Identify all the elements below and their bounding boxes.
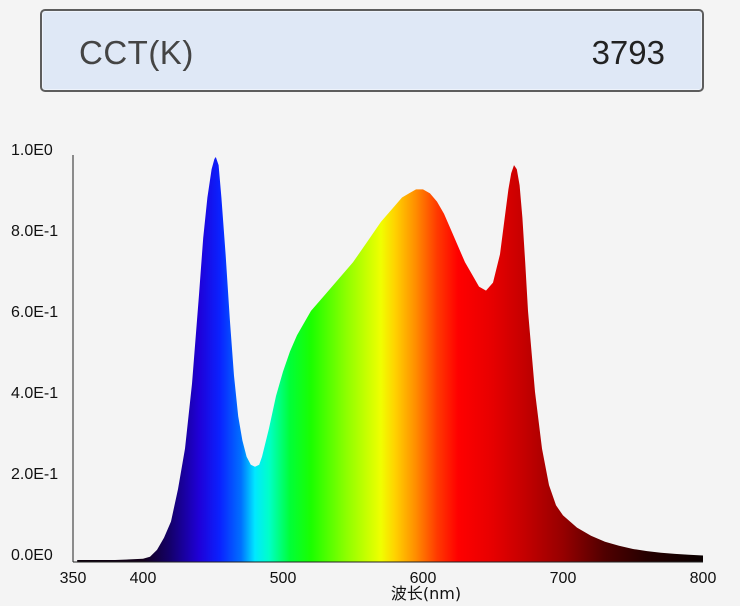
tick-labels: 0.0E0 2.0E-1 4.0E-1 6.0E-1 8.0E-1 1.0E0 350 400… bbox=[11, 142, 716, 587]
x-tick-label: 700 bbox=[550, 570, 577, 587]
cct-value: 3793 bbox=[591, 34, 665, 71]
y-tick-label: 0.0E0 bbox=[11, 547, 53, 564]
x-tick-label: 800 bbox=[690, 570, 717, 587]
x-tick-label: 350 bbox=[60, 570, 87, 587]
x-tick-label: 600 bbox=[410, 570, 437, 587]
y-tick-label: 1.0E0 bbox=[11, 142, 53, 159]
y-tick-label: 2.0E-1 bbox=[11, 466, 58, 483]
plot-area bbox=[77, 157, 703, 562]
spectrum-area bbox=[77, 157, 703, 562]
x-axis-title: 波长(nm) bbox=[391, 584, 461, 603]
y-tick-label: 6.0E-1 bbox=[11, 304, 58, 321]
x-tick-label: 400 bbox=[130, 570, 157, 587]
cct-panel: CCT(K) 3793 bbox=[40, 9, 704, 92]
y-tick-label: 4.0E-1 bbox=[11, 385, 58, 402]
cct-label: CCT(K) bbox=[79, 34, 194, 71]
axes bbox=[72, 155, 703, 563]
y-tick-label: 8.0E-1 bbox=[11, 223, 58, 240]
x-tick-label: 500 bbox=[270, 570, 297, 587]
